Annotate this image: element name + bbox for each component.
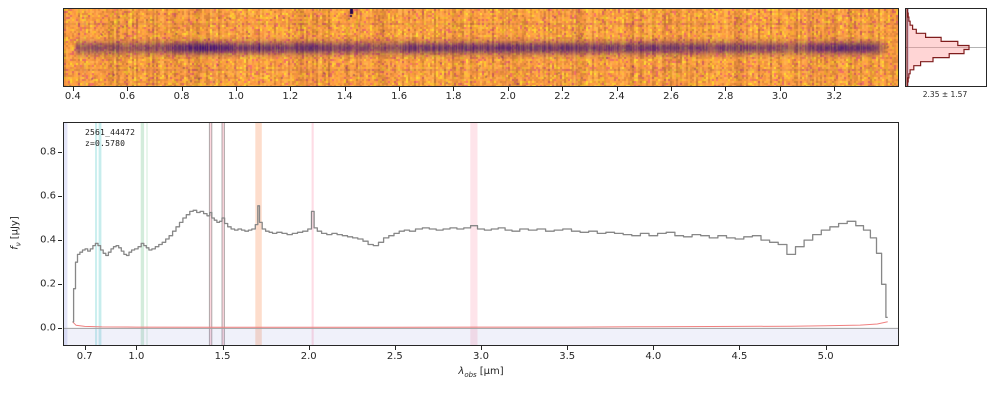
- rest-tick-label: 3.2: [826, 91, 843, 102]
- x-tick-mark: [739, 346, 741, 350]
- x-tick-label: 4.0: [645, 351, 662, 362]
- x-axis-label: λobs [μm]: [458, 366, 503, 379]
- x-tick-mark: [481, 346, 482, 350]
- y-tick-mark: [58, 151, 62, 153]
- y-axis-label-unit: [μJy]: [9, 216, 21, 240]
- rest-tick-mark: [725, 87, 727, 91]
- x-tick-label: 0.7: [76, 351, 93, 362]
- rest-tick-mark: [507, 87, 509, 91]
- redshift-label: z=0.5780: [85, 139, 126, 148]
- rest-tick-label: 2.4: [608, 91, 625, 102]
- rest-tick-label: 0.4: [64, 91, 81, 102]
- source-id-label: 2561_44472: [85, 128, 136, 137]
- rest-tick-label: 1.4: [336, 91, 353, 102]
- rest-tick-label: 0.8: [173, 91, 190, 102]
- rest-tick-mark: [127, 87, 129, 91]
- rest-tick-mark: [779, 87, 781, 91]
- profile-stats-label: 2.35 ± 1.57: [922, 90, 968, 99]
- rest-tick-mark: [235, 87, 237, 91]
- x-tick-label: 5.0: [817, 351, 834, 362]
- x-tick-mark: [222, 346, 224, 350]
- rest-tick-label: 1.6: [391, 91, 408, 102]
- x-tick-label: 4.5: [731, 351, 748, 362]
- rest-tick-label: 1.0: [228, 91, 244, 102]
- x-tick-mark: [825, 346, 827, 350]
- x-tick-mark: [136, 346, 138, 350]
- x-tick-mark: [84, 346, 86, 350]
- y-axis-label: fν [μJy]: [10, 216, 23, 250]
- x-tick-mark: [308, 346, 310, 350]
- y-tick-label: 0.6: [40, 190, 56, 202]
- rest-tick-label: 2.0: [499, 91, 516, 102]
- rest-tick-label: 0.6: [119, 91, 136, 102]
- rest-tick-mark: [453, 87, 455, 91]
- y-tick-mark: [58, 328, 62, 330]
- spatial-profile-panel: [905, 8, 987, 87]
- rest-tick-label: 2.8: [717, 91, 734, 102]
- x-tick-label: 3.0: [473, 351, 489, 362]
- rest-tick-mark: [290, 87, 292, 91]
- spectrum-1d-panel: [63, 122, 899, 346]
- y-tick-mark: [58, 195, 62, 197]
- x-axis-label-subscript: obs: [464, 371, 477, 379]
- x-tick-label: 2.5: [386, 351, 403, 362]
- y-tick-mark: [58, 284, 62, 286]
- rest-tick-label: 1.2: [282, 91, 299, 102]
- rest-tick-label: 1.8: [445, 91, 462, 102]
- spectrum-2d-panel: [63, 8, 899, 87]
- y-axis-label-symbol: f: [9, 246, 21, 250]
- rest-tick-mark: [399, 87, 401, 91]
- rest-tick-mark: [181, 87, 183, 91]
- x-tick-label: 1.5: [214, 351, 231, 362]
- rest-tick-mark: [72, 87, 74, 91]
- rest-tick-label: 2.2: [554, 91, 571, 102]
- rest-tick-mark: [671, 87, 673, 91]
- x-tick-mark: [653, 346, 655, 350]
- rest-tick-label: 2.6: [663, 91, 679, 102]
- rest-tick-mark: [344, 87, 346, 91]
- x-tick-label: 1.0: [128, 351, 145, 362]
- x-tick-mark: [567, 346, 569, 350]
- rest-tick-mark: [616, 87, 618, 91]
- y-axis-label-subscript: ν: [14, 242, 23, 247]
- x-axis-label-symbol: λ: [458, 366, 465, 377]
- y-tick-label: 0.0: [40, 322, 56, 334]
- x-axis-label-unit: [μm]: [479, 366, 504, 377]
- x-tick-label: 3.5: [559, 351, 576, 362]
- x-tick-label: 2.0: [300, 351, 317, 362]
- y-tick-mark: [58, 240, 62, 242]
- rest-tick-mark: [562, 87, 564, 91]
- y-tick-label: 0.2: [40, 278, 56, 290]
- rest-tick-label: 3.0: [771, 91, 788, 102]
- y-tick-label: 0.4: [40, 234, 56, 246]
- x-tick-mark: [394, 346, 396, 350]
- rest-tick-mark: [834, 87, 836, 91]
- y-tick-label: 0.8: [40, 146, 56, 158]
